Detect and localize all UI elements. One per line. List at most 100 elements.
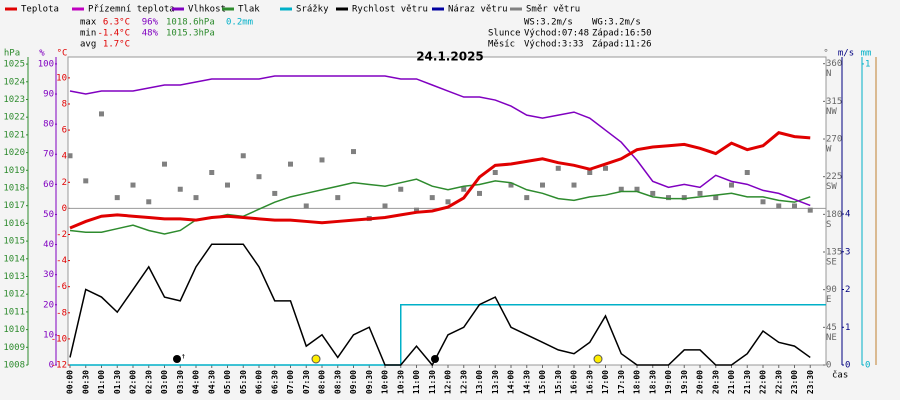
y-tick-label: 1020	[3, 148, 25, 158]
direction-point	[193, 195, 199, 201]
info: Východ:07:48	[524, 29, 589, 39]
x-tick-label: 03:30	[176, 370, 185, 394]
info: Měsíc	[488, 40, 515, 50]
compass-label: SW	[826, 182, 837, 192]
legend-label: Srážky	[296, 5, 329, 15]
info: WG:3.2m/s	[592, 18, 641, 28]
direction-point	[760, 199, 766, 205]
x-tick-label: 17:00	[601, 370, 610, 394]
x-tick-label: 07:00	[286, 370, 295, 394]
y-tick-label: 1012	[3, 290, 25, 300]
direction-point	[524, 195, 530, 201]
stat-value: 96%	[142, 18, 159, 28]
direction-point	[414, 207, 419, 213]
y-tick-label: 225	[826, 172, 842, 182]
y-tick-label: 30	[43, 270, 54, 280]
y-tick-label: 4	[62, 152, 67, 162]
stat-value: 6.3°C	[103, 18, 130, 28]
y-tick-label: 90	[43, 90, 54, 100]
compass-label: NW	[826, 107, 837, 117]
x-tick-label: 05:00	[223, 370, 232, 394]
x-tick-label: 06:30	[270, 370, 279, 394]
direction-point	[303, 203, 309, 209]
x-tick-label: 08:30	[333, 370, 342, 394]
axis-title: mm	[861, 49, 872, 59]
series-step	[70, 304, 826, 366]
y-tick-label: -12	[51, 361, 67, 371]
stat-label: min	[80, 29, 96, 39]
legend-label: Teplota	[21, 5, 59, 15]
x-tick-label: 15:00	[538, 370, 547, 394]
y-tick-label: 1016	[3, 219, 25, 229]
series-line	[69, 75, 811, 207]
y-tick-label: 0	[865, 361, 870, 371]
direction-point	[240, 153, 246, 159]
stat-value: -1.4°C	[97, 29, 130, 39]
compass-label: W	[826, 145, 832, 155]
y-tick-label: 315	[826, 97, 842, 107]
direction-point	[729, 182, 734, 188]
y-tick-label: -8	[56, 308, 67, 318]
x-tick-label: 21:00	[727, 370, 736, 394]
direction-point	[319, 157, 325, 163]
y-tick-label: 45	[826, 323, 837, 333]
y-tick-label: 20	[43, 300, 54, 310]
y-tick-label: -6	[56, 282, 67, 292]
direction-point	[571, 182, 577, 188]
x-tick-label: 10:30	[396, 370, 405, 394]
direction-point	[540, 182, 545, 188]
info: Západ:16:50	[592, 29, 652, 39]
info: Východ:3:33	[524, 40, 584, 50]
y-tick-label: 1015	[3, 237, 25, 247]
direction-point	[587, 170, 593, 175]
direction-point	[713, 195, 719, 201]
x-tick-label: 23:00	[790, 370, 799, 394]
direction-point	[461, 186, 467, 192]
stat-value: 1015.3hPa	[166, 29, 215, 39]
direction-point	[99, 111, 104, 117]
direction-point	[225, 182, 230, 188]
x-tick-label: 19:00	[664, 370, 673, 394]
y-tick-label: 10	[56, 73, 67, 83]
direction-point	[272, 190, 278, 196]
moon-arrow: ↑	[181, 352, 186, 361]
y-tick-label: 2	[62, 178, 67, 188]
x-tick-label: 15:30	[554, 370, 563, 394]
x-tick-label: 02:00	[129, 370, 138, 394]
x-tick-label: 12:30	[459, 370, 468, 394]
y-tick-label: 70	[43, 150, 54, 160]
direction-point	[382, 203, 388, 209]
y-tick-label: 0	[49, 361, 54, 371]
direction-point	[807, 207, 813, 213]
direction-point	[477, 190, 482, 196]
direction-point	[335, 195, 341, 201]
x-tick-label: 20:00	[696, 370, 705, 394]
compass-label: NE	[826, 333, 837, 343]
direction-point	[130, 182, 136, 188]
axis-title: m/s	[838, 49, 854, 59]
y-tick-label: 1	[845, 323, 850, 333]
x-tick-label: 07:30	[302, 370, 311, 394]
x-tick-label: 21:30	[743, 370, 752, 394]
y-tick-label: 2	[845, 285, 850, 295]
y-tick-label: 1025	[3, 60, 25, 70]
x-tick-label: 11:00	[412, 370, 421, 394]
x-tick-label: 22:30	[774, 370, 783, 394]
direction-point	[650, 190, 656, 196]
y-tick-label: 1	[865, 59, 870, 69]
direction-point	[634, 186, 640, 192]
x-tick-label: 08:00	[318, 370, 327, 394]
y-tick-label: 80	[43, 120, 54, 130]
legend-label: Přízemní teplota	[88, 5, 175, 15]
x-tick-label: 16:00	[570, 370, 579, 394]
x-tick-label: 19:30	[680, 370, 689, 394]
direction-point	[146, 199, 152, 205]
y-tick-label: 100	[38, 59, 54, 69]
direction-point	[555, 165, 561, 171]
x-tick-label: 11:30	[428, 370, 437, 394]
y-tick-label: 8	[62, 99, 67, 109]
direction-point	[67, 153, 73, 159]
x-tick-label: 09:00	[349, 370, 358, 394]
x-tick-label: 12:00	[444, 370, 453, 394]
